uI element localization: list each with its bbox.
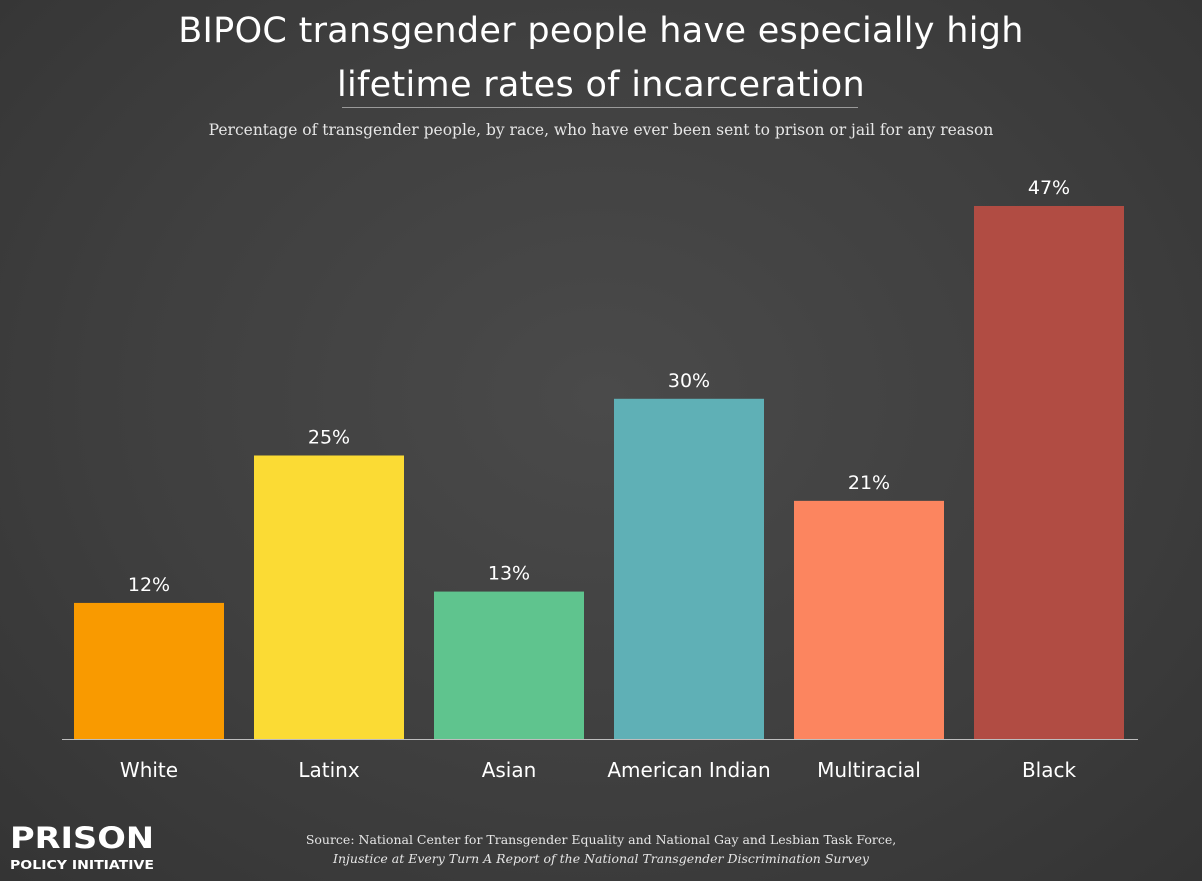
data-label: 12% (128, 574, 170, 596)
data-label: 21% (848, 472, 890, 494)
category-label: Asian (482, 758, 537, 782)
category-label: White (120, 758, 178, 782)
prison-policy-initiative-logo: PRISON POLICY INITIATIVE (10, 821, 154, 872)
category-label: Multiracial (817, 758, 921, 782)
source-note: Source: National Center for Transgender … (0, 830, 1202, 868)
logo-line2: POLICY INITIATIVE (10, 858, 154, 872)
data-label: 25% (308, 426, 350, 448)
bar-asian (434, 591, 584, 739)
source-line1: Source: National Center for Transgender … (305, 832, 897, 847)
category-label: American Indian (607, 758, 770, 782)
bar-black (974, 206, 1124, 739)
category-label: Black (1022, 758, 1077, 782)
bar-white (74, 602, 224, 739)
data-label: 30% (668, 370, 710, 392)
chart-subtitle: Percentage of transgender people, by rac… (208, 121, 994, 139)
data-label: 13% (488, 563, 530, 585)
category-label: Latinx (298, 758, 359, 782)
title-underline (342, 107, 858, 108)
bar-latinx (254, 455, 404, 739)
chart-title-line2: lifetime rates of incarceration (337, 65, 865, 105)
source-line2: Injustice at Every Turn A Report of the … (333, 851, 869, 866)
chart-title: BIPOC transgender people have especially… (0, 4, 1202, 112)
bar-american-indian (614, 398, 764, 739)
chart-title-line1: BIPOC transgender people have especially… (178, 11, 1024, 51)
bar-multiracial (794, 500, 944, 739)
data-label: 47% (1028, 177, 1070, 199)
logo-line1: PRISON (10, 821, 154, 855)
